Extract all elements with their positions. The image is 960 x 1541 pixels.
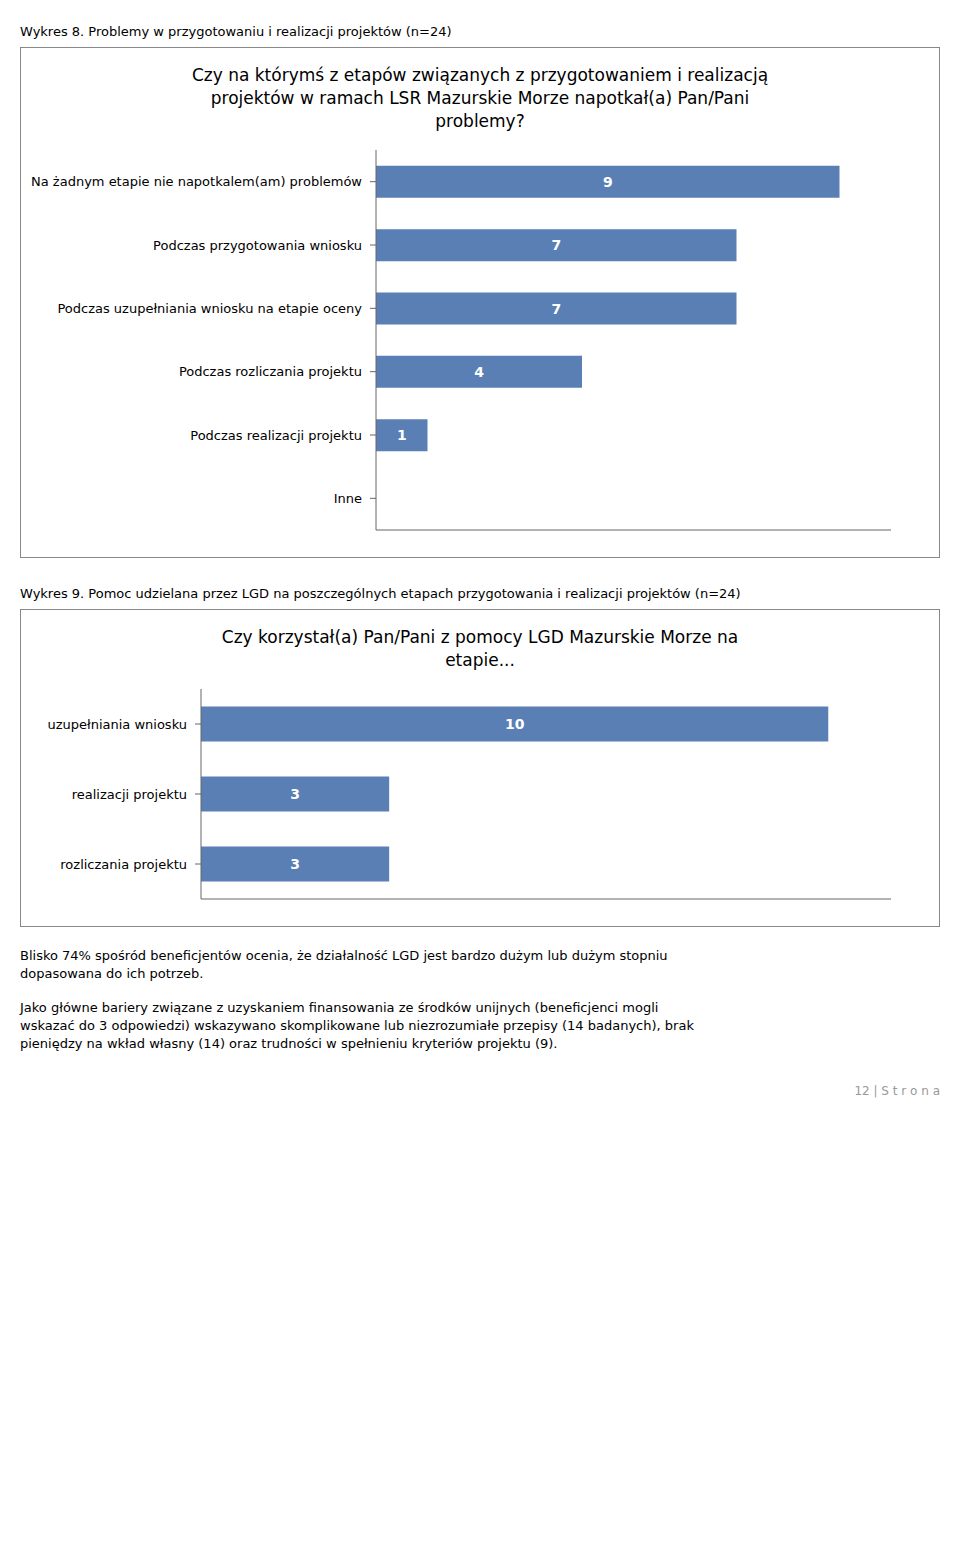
svg-text:7: 7 xyxy=(551,300,561,316)
svg-text:10: 10 xyxy=(505,716,525,732)
svg-text:7: 7 xyxy=(551,237,561,253)
svg-text:9: 9 xyxy=(603,174,613,190)
html-text:Wykres 8. Problemy w przygotow: Wykres 8. Problemy w przygotowaniu i rea… xyxy=(20,24,452,39)
svg-text:Podczas uzupełniania wniosku n: Podczas uzupełniania wniosku na etapie o… xyxy=(57,301,362,316)
svg-text:4: 4 xyxy=(474,364,484,380)
html-text:Czy korzystał(a) Pan/Pani z po: Czy korzystał(a) Pan/Pani z pomocy LGD M… xyxy=(221,626,739,670)
html-text:Czy na którymś z etapów związa: Czy na którymś z etapów związanych z prz… xyxy=(191,65,769,131)
svg-text:Podczas przygotowania wniosku: Podczas przygotowania wniosku xyxy=(153,237,362,252)
svg-text:3: 3 xyxy=(290,856,300,872)
svg-text:1: 1 xyxy=(397,427,407,443)
html-text:Wykres 9. Pomoc udzielana prze: Wykres 9. Pomoc udzielana przez LGD na p… xyxy=(20,585,741,601)
html-text:12 | S t r o n a: 12 | S t r o n a xyxy=(854,1083,940,1098)
html-text:Blisko 74% spośród beneficjent: Blisko 74% spośród beneficjentów ocenia,… xyxy=(20,947,668,981)
svg-text:3: 3 xyxy=(290,786,300,802)
svg-text:Na żadnym etapie nie napotkale: Na żadnym etapie nie napotkalem(am) prob… xyxy=(31,174,362,189)
svg-text:Inne: Inne xyxy=(334,491,362,506)
svg-text:realizacji projektu: realizacji projektu xyxy=(72,786,187,801)
svg-text:uzupełniania wniosku: uzupełniania wniosku xyxy=(47,716,187,731)
html-text:Jako główne bariery związane z: Jako główne bariery związane z uzyskanie… xyxy=(20,1000,694,1052)
svg-text:rozliczania projektu: rozliczania projektu xyxy=(60,856,187,871)
svg-text:Podczas realizacji projektu: Podczas realizacji projektu xyxy=(190,427,362,442)
svg-text:Podczas rozliczania projektu: Podczas rozliczania projektu xyxy=(179,364,362,379)
